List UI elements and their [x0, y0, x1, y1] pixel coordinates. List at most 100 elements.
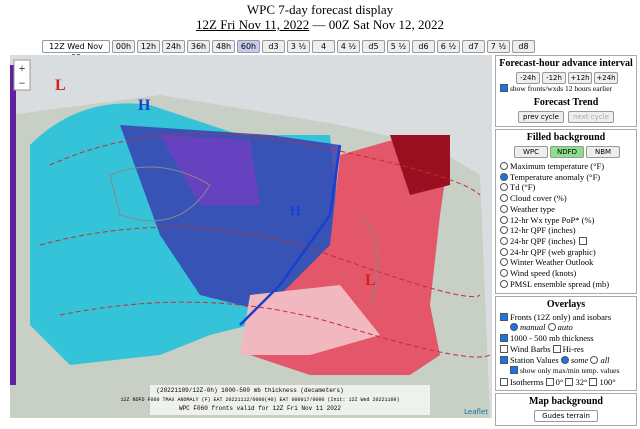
hour-button[interactable]: 00h [112, 40, 135, 53]
option: Temperature anomaly (°F) [500, 172, 600, 182]
earlier: show fronts/wxds 12 hours earlier [500, 84, 612, 94]
radio[interactable] [590, 356, 599, 364]
barbs: Wind Barbs Hi-res [500, 344, 584, 354]
hour-button[interactable]: 60h [237, 40, 260, 53]
checkbox[interactable] [500, 334, 508, 342]
next-cycle[interactable]: next cycle [568, 111, 614, 123]
hour-button[interactable]: 3 ½ [287, 40, 310, 53]
hour-button[interactable]: 7 ½ [487, 40, 510, 53]
checkbox[interactable] [565, 378, 574, 386]
radio[interactable] [500, 236, 508, 245]
hour-button[interactable]: 4 ½ [337, 40, 360, 53]
bg-select[interactable]: Gudes terrain [534, 410, 598, 422]
labels-checkbox[interactable] [578, 236, 587, 245]
advance-button[interactable]: +24h [594, 72, 618, 84]
heading: Filled background [526, 132, 606, 143]
checkbox[interactable] [500, 356, 508, 364]
isobar [359, 214, 379, 306]
hour-button[interactable]: d8 [512, 40, 535, 53]
advance-button[interactable]: -24h [516, 72, 540, 84]
checkbox[interactable] [500, 378, 508, 386]
checkbox[interactable] [552, 345, 561, 353]
radio[interactable] [500, 215, 508, 224]
prev-cycle[interactable]: prev cycle [518, 111, 564, 123]
radio[interactable] [500, 258, 508, 267]
source-button[interactable]: NBM [586, 146, 620, 158]
label: 100° [599, 377, 616, 387]
label: 0° [555, 377, 564, 387]
checkbox[interactable] [500, 345, 508, 353]
attribution[interactable]: Leaflet [464, 408, 488, 416]
heading: Overlays [546, 299, 586, 310]
radio[interactable] [500, 162, 508, 170]
radio[interactable] [547, 323, 556, 331]
radio[interactable] [500, 172, 508, 181]
subtitle: 12Z Fri Nov 11, 2022 — 00Z Sat Nov 12, 2… [0, 17, 640, 33]
hour-button[interactable]: d6 [412, 40, 435, 53]
option: 12-hr QPF (inches) [500, 225, 576, 235]
zoom-in[interactable]: + [19, 61, 26, 75]
thickness-line [59, 301, 491, 358]
label: Wind Barbs [510, 344, 551, 354]
radio[interactable] [500, 194, 508, 203]
option: Td (°F) [500, 182, 535, 192]
hour-button[interactable]: 4 [312, 40, 335, 53]
radio[interactable] [500, 279, 508, 288]
label: auto [557, 322, 573, 332]
advance-button[interactable]: +12h [568, 72, 592, 84]
checkbox[interactable] [545, 378, 554, 386]
source-button[interactable]: NDFD [550, 146, 584, 158]
hour-button[interactable]: 12h [137, 40, 160, 53]
radio[interactable] [500, 226, 508, 235]
label: show fronts/wxds 12 hours earlier [510, 84, 613, 93]
radio[interactable] [560, 356, 569, 364]
hour-button[interactable]: 6 ½ [437, 40, 460, 53]
label: 12-hr QPF (inches) [510, 225, 576, 236]
option: PMSL ensemble spread (mb) [500, 279, 609, 289]
label: manual [520, 322, 546, 332]
checkbox[interactable] [589, 378, 598, 386]
caption: WPC F060 fronts valid for 12Z Fri Nov 11… [179, 405, 341, 412]
zoom-out[interactable]: − [19, 76, 26, 90]
purple [160, 135, 260, 205]
radio[interactable] [500, 204, 508, 213]
warm-core [390, 135, 450, 195]
hour-button[interactable]: 48h [212, 40, 235, 53]
hour-button[interactable]: 24h [162, 40, 185, 53]
title: WPC 7-day forecast display [246, 2, 394, 17]
label: Temperature anomaly (°F) [510, 171, 601, 182]
label: show only max/min temp. values [520, 366, 620, 375]
radio[interactable] [510, 323, 518, 331]
heading: Forecast Trend [533, 97, 599, 108]
end: 00Z Sat Nov 12, 2022 [328, 17, 444, 32]
hour-button[interactable]: 5 ½ [387, 40, 410, 53]
radio[interactable] [500, 269, 508, 277]
radio[interactable] [500, 247, 508, 256]
front-mode: manual auto [510, 322, 573, 332]
checkbox[interactable] [500, 84, 508, 92]
label: 24-hr QPF (web graphic) [510, 246, 596, 257]
label: Wind speed (knots) [510, 268, 577, 278]
hour-button[interactable]: d7 [462, 40, 485, 53]
background-box: Map background Gudes terrain [495, 393, 637, 426]
label: Hi-res [562, 344, 584, 354]
label: some [570, 355, 589, 365]
label: Fronts (12Z only) and isobars [510, 312, 612, 322]
label: Cloud cover (%) [510, 193, 567, 204]
label: Station Values [510, 355, 559, 365]
source-button[interactable]: WPC [514, 146, 548, 158]
option: 24-hr QPF (inches) [500, 236, 589, 246]
checkbox[interactable] [500, 313, 508, 321]
cycle-select[interactable]: 12Z Wed Nov 09 [42, 40, 110, 62]
hour-button[interactable]: 36h [187, 40, 210, 53]
radio[interactable] [500, 183, 508, 192]
overlays-box: Overlays Fronts (12Z only) and isobars m… [495, 296, 637, 391]
high: H [290, 204, 301, 219]
hour-button[interactable]: d3 [262, 40, 285, 53]
isobar [109, 166, 211, 222]
checkbox[interactable] [510, 366, 518, 374]
hour-button[interactable]: d5 [362, 40, 385, 53]
heading: Forecast-hour advance interval [499, 58, 633, 69]
advance-button[interactable]: -12h [542, 72, 566, 84]
